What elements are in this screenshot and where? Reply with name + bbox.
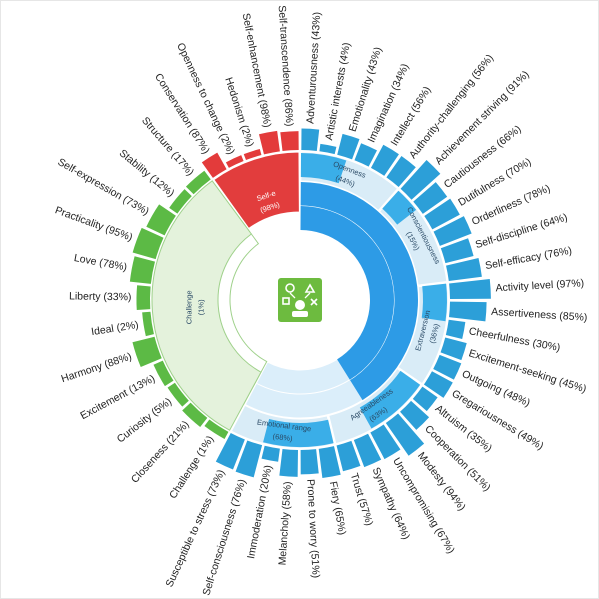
facet-bar-openness-to-change[interactable] [225, 155, 244, 168]
facet-label-assertiveness: Assertiveness (85%) [491, 306, 588, 324]
facet-bar-challenge[interactable] [204, 419, 229, 440]
facet-bar-emotionality[interactable] [337, 133, 360, 160]
facet-bar-cooperation[interactable] [400, 400, 430, 430]
group-inner-fill-big-5 [300, 206, 395, 380]
facet-bar-immoderation[interactable] [261, 445, 280, 462]
facet-bar-self-consciousness[interactable] [235, 440, 263, 478]
facet-bar-altruism[interactable] [412, 386, 438, 412]
facet-bar-melancholy[interactable] [279, 448, 298, 477]
trait-fill-extraversion [421, 283, 447, 322]
facet-bar-imagination[interactable] [354, 143, 377, 167]
facet-bar-sympathy[interactable] [353, 433, 382, 468]
facet-label-fiery: Fiery (65%) [327, 480, 348, 536]
facet-label-ideal: Ideal (2%) [90, 319, 139, 338]
facet-bar-fiery[interactable] [318, 446, 341, 478]
facet-bar-stability[interactable] [169, 189, 192, 214]
facet-bar-self-enhancement[interactable] [258, 130, 280, 155]
trait-name: Challenge [184, 290, 193, 324]
trait-arc-challenge[interactable] [151, 180, 262, 431]
facet-bar-hedonism[interactable] [243, 148, 262, 161]
facet-bar-achievement-striving[interactable] [400, 159, 441, 200]
facet-bar-trust[interactable] [336, 440, 361, 472]
facet-bar-prone-to-worry[interactable] [300, 449, 319, 475]
facet-label-uncompromising: Uncompromising (67%) [390, 456, 457, 556]
facet-bar-outgoing[interactable] [433, 354, 462, 380]
facet-bar-love[interactable] [129, 256, 155, 284]
facet-bar-closeness[interactable] [182, 402, 208, 427]
facet-bar-cheerfulness[interactable] [445, 319, 466, 339]
personality-insights-icon [278, 278, 322, 322]
facet-bar-orderliness[interactable] [433, 216, 472, 246]
trait-fill-openness [300, 153, 347, 184]
facet-label-adventurousness: Adventurousness (43%) [304, 12, 323, 125]
facet-label-love: Love (78%) [73, 252, 128, 274]
facet-label-prone-to-worry: Prone to worry (51%) [304, 479, 322, 579]
group-fill-big-5 [300, 182, 419, 401]
facet-label-cooperation: Cooperation (51%) [422, 423, 493, 494]
trait-label-challenge: Challenge (1%) [184, 290, 205, 324]
trait-fill-emotional-range [263, 419, 334, 447]
facet-bar-structure[interactable] [185, 170, 211, 195]
facet-bar-self-discipline[interactable] [440, 238, 474, 264]
facet-bar-modesty[interactable] [385, 413, 425, 456]
facet-bar-adventurousness[interactable] [301, 128, 320, 151]
facet-label-self-efficacy: Self-efficacy (76%) [484, 245, 573, 272]
facet-label-practicality: Practicality (95%) [53, 204, 134, 243]
facet-bar-self-expression[interactable] [146, 204, 176, 236]
facet-bar-intellect[interactable] [370, 144, 399, 176]
trait-value: (68%) [272, 432, 293, 443]
facet-label-activity-level: Activity level (97%) [495, 277, 584, 294]
facet-label-immoderation: Immoderation (20%) [245, 464, 274, 560]
trait-fill-agreeableness [359, 370, 421, 429]
facet-bar-conservation[interactable] [201, 152, 227, 178]
facet-bar-authority-challenging[interactable] [386, 155, 416, 187]
facet-bar-excitement[interactable] [153, 360, 174, 387]
facet-bar-assertiveness[interactable] [449, 301, 487, 322]
facet-bar-ideal[interactable] [142, 311, 154, 337]
facet-label-melancholy: Melancholy (58%) [276, 481, 293, 566]
facet-bar-uncompromising[interactable] [370, 424, 401, 460]
facet-bar-practicality[interactable] [132, 227, 164, 260]
facet-bar-susceptible-to-stress[interactable] [215, 433, 245, 470]
facet-label-harmony: Harmony (88%) [60, 351, 134, 386]
trait-fill-conscientiousness [382, 190, 417, 225]
facet-bar-excitement-seeking[interactable] [440, 337, 467, 361]
facet-bar-cautiousness[interactable] [413, 182, 448, 214]
facet-bar-gregariousness[interactable] [423, 371, 453, 398]
facet-bar-liberty[interactable] [136, 285, 151, 310]
trait-value: (1%) [196, 299, 205, 315]
facet-bar-dutifulness[interactable] [424, 198, 460, 230]
facet-bar-artistic-interests[interactable] [319, 143, 337, 155]
facet-bar-curiosity[interactable] [167, 382, 189, 407]
facet-bar-activity-level[interactable] [449, 279, 491, 300]
facet-label-cautiousness: Cautiousness (66%) [442, 123, 524, 191]
facet-label-trust: Trust (57%) [348, 472, 375, 528]
facet-bar-self-efficacy[interactable] [446, 258, 482, 281]
facet-bar-harmony[interactable] [132, 336, 162, 368]
facet-bar-self-transcendence[interactable] [280, 131, 299, 152]
facet-label-self-transcendence: Self-transcendence (86%) [276, 5, 296, 127]
trait-arc-self-e[interactable] [213, 151, 300, 230]
facet-label-liberty: Liberty (33%) [69, 290, 132, 303]
